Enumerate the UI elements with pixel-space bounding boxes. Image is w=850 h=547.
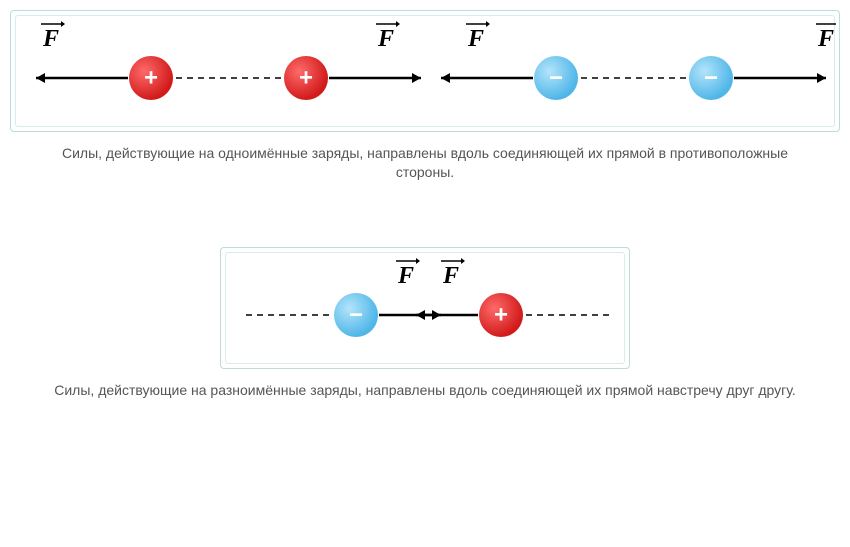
svg-text:+: + [299, 64, 313, 91]
svg-text:F: F [397, 263, 414, 289]
like-charges-diagram: + + F F − − F F [16, 16, 836, 126]
positive-charge: + [129, 56, 173, 100]
svg-text:−: − [704, 64, 718, 91]
svg-text:−: − [549, 64, 563, 91]
force-label: F [466, 21, 490, 52]
negative-charge: − [334, 293, 378, 337]
svg-text:F: F [442, 263, 459, 289]
force-arrow [329, 73, 421, 83]
force-arrow [36, 73, 128, 83]
unlike-charges-panel-inner: − + F F [225, 252, 625, 364]
unlike-charges-panel: − + F F [220, 247, 630, 369]
svg-text:F: F [467, 26, 484, 52]
unlike-charges-caption: Силы, действующие на разноимённые заряды… [45, 381, 805, 400]
svg-text:F: F [42, 26, 59, 52]
force-arrow [734, 73, 826, 83]
svg-text:F: F [377, 26, 394, 52]
force-arrow [416, 310, 478, 320]
like-charges-panel: + + F F − − F F [10, 10, 840, 132]
force-label: F [41, 21, 65, 52]
like-charges-caption: Силы, действующие на одноимённые заряды,… [45, 144, 805, 182]
svg-text:−: − [349, 301, 363, 328]
force-label: F [396, 258, 420, 289]
positive-charge: + [284, 56, 328, 100]
svg-text:+: + [494, 301, 508, 328]
force-label: F [441, 258, 465, 289]
negative-charge: − [534, 56, 578, 100]
svg-text:F: F [817, 26, 834, 52]
like-charges-panel-inner: + + F F − − F F [15, 15, 835, 127]
negative-charge: − [689, 56, 733, 100]
svg-text:+: + [144, 64, 158, 91]
force-label: F [376, 21, 400, 52]
positive-charge: + [479, 293, 523, 337]
unlike-charges-diagram: − + F F [226, 253, 626, 363]
force-label: F [816, 21, 836, 52]
force-arrow [441, 73, 533, 83]
